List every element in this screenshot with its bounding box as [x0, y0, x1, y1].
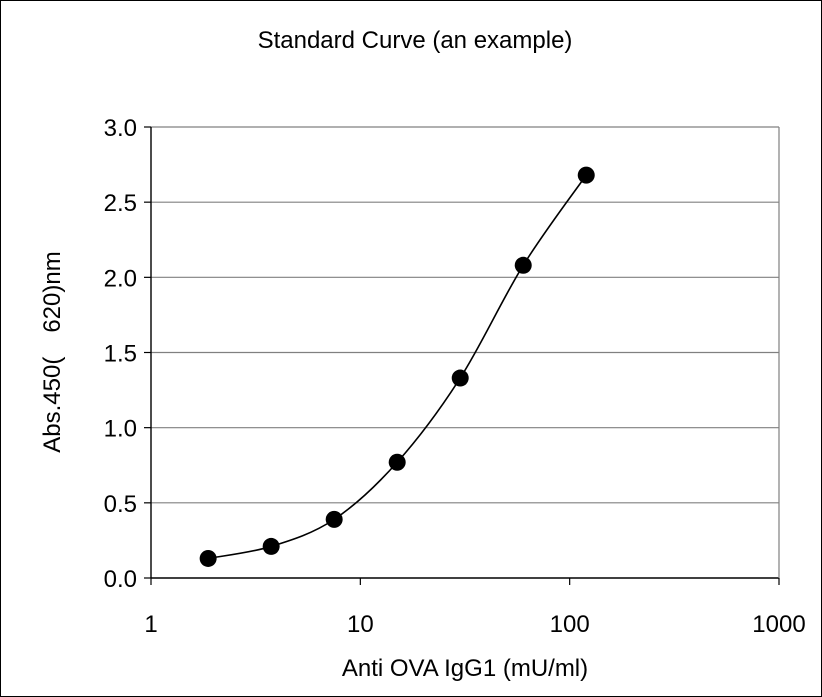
- y-tick-label: 0.0: [104, 566, 137, 593]
- y-tick-label: 1.0: [104, 416, 137, 443]
- gridlines: [151, 126, 779, 504]
- y-tick-label: 3.0: [104, 115, 137, 142]
- data-point-6: [577, 166, 595, 184]
- x-tick-label: 1000: [752, 611, 805, 638]
- y-axis-label: Abs.450( 620)nm: [39, 251, 66, 452]
- y-tick-label: 2.5: [104, 190, 137, 217]
- data-point-2: [325, 510, 343, 528]
- x-tick-label: 100: [550, 611, 590, 638]
- data-point-4: [451, 369, 469, 387]
- axes: [144, 126, 780, 585]
- y-tick-label: 1.5: [104, 341, 137, 368]
- y-tick-label: 0.5: [104, 491, 137, 518]
- x-tick-label: 1: [144, 611, 157, 638]
- x-axis-label: Anti OVA IgG1 (mU/ml): [342, 655, 588, 682]
- data-point-1: [262, 537, 280, 555]
- x-tick-label: 10: [347, 611, 374, 638]
- y-tick-label: 2.0: [104, 265, 137, 292]
- x-tick-labels: 1 10 100 1000: [144, 611, 805, 638]
- data-point-5: [514, 256, 532, 274]
- data-point-0: [199, 549, 217, 567]
- data-points: [199, 166, 595, 567]
- y-tick-labels: 0.0 0.5 1.0 1.5 2.0 2.5 3.0: [104, 115, 137, 593]
- chart-title: Standard Curve (an example): [258, 27, 573, 54]
- data-point-3: [388, 453, 406, 471]
- fitted-curve: [207, 174, 587, 560]
